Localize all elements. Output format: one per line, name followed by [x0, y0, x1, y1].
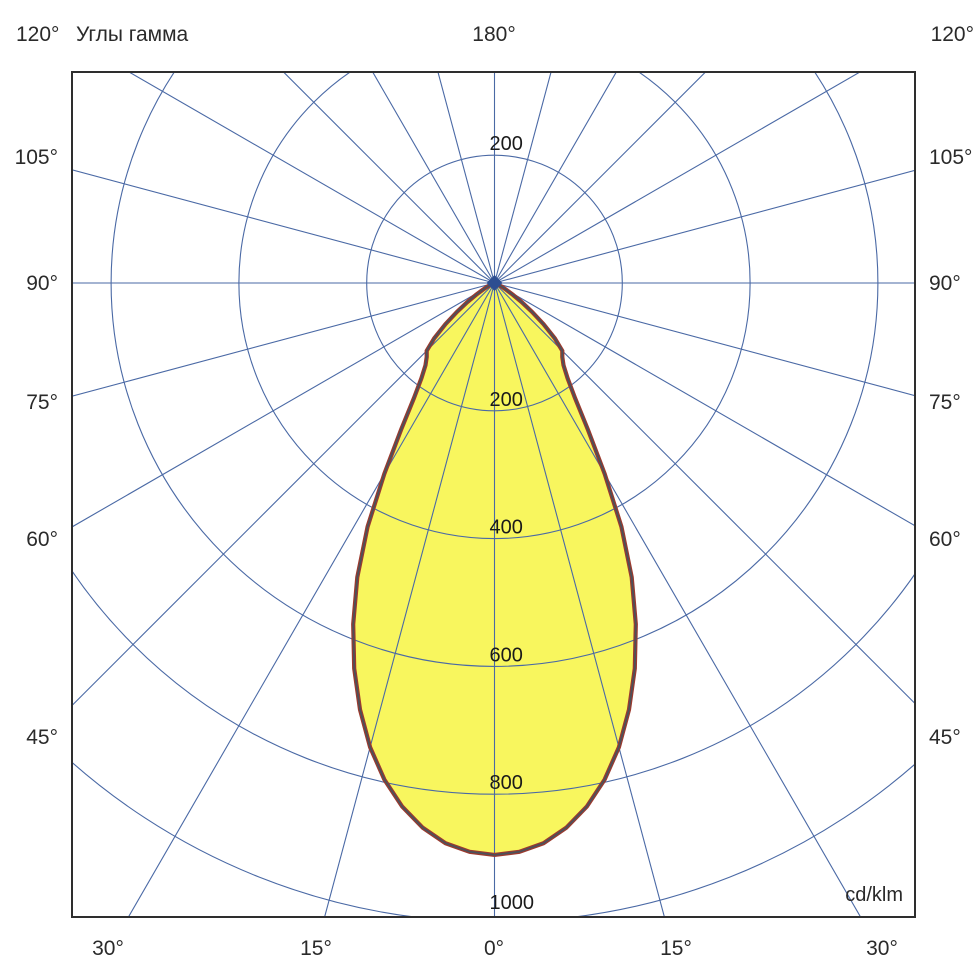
center-marker: [486, 275, 503, 291]
angle-label-left-75: 75°: [26, 391, 58, 414]
grid-ray-135-left: [282, 72, 495, 284]
grid-ray-45-left: [72, 282, 495, 707]
angle-label-bottom-left-30: 30°: [92, 937, 124, 960]
grid-ray-150-left: [372, 72, 495, 284]
angle-label-bottom-right-30: 30°: [866, 937, 898, 960]
angle-label-top-right: 120°: [930, 23, 974, 46]
angle-label-right-105: 105°: [929, 146, 973, 169]
radial-tick-label-upper-200: 200: [490, 133, 523, 155]
angle-label-top-center: 180°: [472, 23, 516, 46]
radial-tick-label-800: 800: [490, 772, 523, 794]
chart-title: Углы гамма: [76, 23, 189, 46]
radial-tick-label-1000: 1000: [490, 892, 535, 914]
angle-label-left-105: 105°: [14, 146, 58, 169]
angle-label-right-45: 45°: [929, 726, 961, 749]
grid-ray-60-right: [494, 282, 915, 527]
grid-ray-165-left: [437, 72, 496, 284]
grid-ray-165-right: [493, 72, 552, 284]
radial-tick-label-200: 200: [490, 389, 523, 411]
grid-ray-15-left: [324, 282, 496, 917]
plot-border: [71, 71, 916, 918]
grid-ray-105-left: [72, 169, 495, 284]
radial-tick-label-600: 600: [490, 644, 523, 666]
angle-label-bottom-right-15: 15°: [660, 937, 692, 960]
grid-ray-75-right: [494, 282, 915, 397]
angle-label-left-60: 60°: [26, 528, 58, 551]
intensity-lobe-outline: [352, 282, 637, 856]
grid-ray-150-right: [494, 72, 617, 284]
grid-ray-120-right: [494, 72, 862, 284]
angle-label-left-45: 45°: [26, 726, 58, 749]
grid-ray-135-right: [494, 72, 707, 284]
angle-label-right-75: 75°: [929, 391, 961, 414]
radial-tick-label-400: 400: [490, 517, 523, 539]
grid-ray-15-right: [493, 282, 665, 917]
angle-label-right-90: 90°: [929, 272, 961, 295]
grid-ray-105-right: [494, 169, 915, 284]
angle-label-bottom-0: 0°: [483, 937, 505, 960]
angle-label-left-90: 90°: [26, 272, 58, 295]
grid-ray-45-right: [494, 282, 915, 705]
angle-label-right-60: 60°: [929, 528, 961, 551]
angle-label-bottom-left-15: 15°: [300, 937, 332, 960]
grid-ray-75-left: [72, 282, 495, 397]
angle-label-top-left: 120°: [16, 23, 60, 46]
grid-ray-60-left: [72, 282, 495, 528]
grid-ray-120-left: [127, 72, 495, 284]
units-label: cd/klm: [845, 884, 903, 906]
